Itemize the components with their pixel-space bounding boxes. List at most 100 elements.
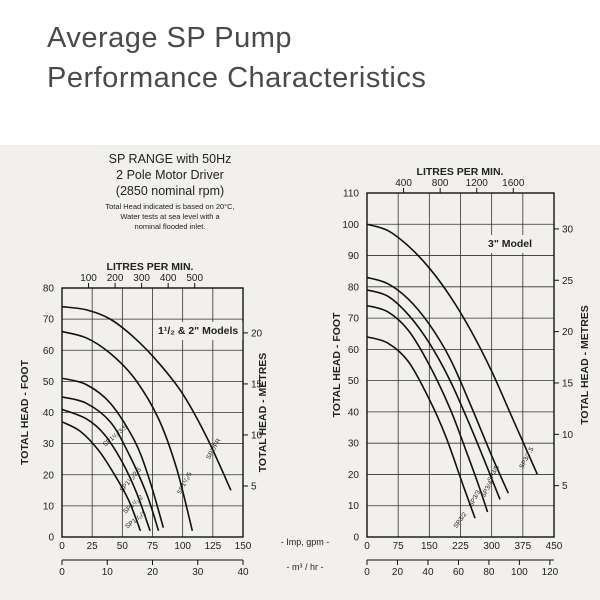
- top-axis-tick-label: 1600: [502, 178, 525, 189]
- right-axis-tick-label: 25: [562, 276, 574, 287]
- model-label-bg: [484, 235, 537, 253]
- y2-axis-title: TOTAL HEAD - METRES: [579, 305, 591, 425]
- chart-note-line-1: Total Head indicated is based on 20°C,: [105, 202, 234, 211]
- y-tick-label: 20: [43, 470, 55, 481]
- y-tick-label: 70: [348, 314, 360, 325]
- right-axis-tick-label: 20: [562, 327, 574, 338]
- x-tick-label: 150: [235, 541, 252, 552]
- x-tick-label: 50: [117, 541, 129, 552]
- chart-heading-line-2: 2 Pole Motor Driver: [116, 168, 224, 182]
- chart-panel: [0, 145, 600, 600]
- series-curve-sp3-7-5: [366, 223, 539, 475]
- top-axis-tick-label: 400: [160, 273, 177, 284]
- series-curve-sp1-5: [61, 330, 194, 531]
- x-tick-label: 0: [59, 541, 65, 552]
- y-tick-label: 60: [348, 345, 360, 356]
- m3-hr-axis-label: - m³ / hr -: [287, 562, 324, 572]
- y-tick-label: 0: [353, 533, 359, 544]
- x-tick-label: 375: [514, 541, 531, 552]
- y-tick-label: 90: [348, 251, 360, 262]
- right-chart: 0 75 150 225 300 375 4500102030405060708090100…: [331, 166, 591, 578]
- right-axis-tick-label: 10: [562, 430, 574, 441]
- x-tick-label: 450: [546, 541, 563, 552]
- m3-axis-tick-label: 10: [102, 567, 114, 578]
- y-tick-label: 50: [348, 376, 360, 387]
- x-tick-label: 0: [364, 541, 370, 552]
- x-tick-label: 75: [393, 541, 405, 552]
- m3-axis-tick-label: 40: [237, 567, 249, 578]
- right-axis-tick-label: 15: [562, 378, 574, 389]
- top-axis-tick-label: 300: [133, 273, 150, 284]
- chart-heading-line-3: (2850 nominal rpm): [116, 184, 224, 198]
- m3-axis-tick-label: 30: [192, 567, 204, 578]
- y-tick-label: 0: [48, 533, 54, 544]
- page-title-line-1: Average SP Pump: [47, 22, 293, 54]
- x-tick-label: 300: [483, 541, 500, 552]
- right-axis-tick-label: 10: [251, 430, 263, 441]
- top-axis-tick-label: 500: [186, 273, 203, 284]
- series-curve-sp1-2: [61, 408, 151, 532]
- top-axis-tick-label: 800: [432, 178, 449, 189]
- model-label: 3" Model: [488, 238, 532, 250]
- x-tick-label: 25: [87, 541, 99, 552]
- m3-axis-tick-label: 0: [364, 567, 370, 578]
- top-axis-title: LITRES PER MIN.: [417, 166, 504, 178]
- y-tick-label: 80: [43, 284, 55, 295]
- y-tick-label: 70: [43, 315, 55, 326]
- chart-heading-line-1: SP RANGE with 50Hz: [109, 152, 232, 166]
- m3-axis-tick-label: 80: [483, 567, 495, 578]
- right-axis-tick-label: 15: [251, 379, 263, 390]
- series-curve-sp3-4: [366, 289, 501, 500]
- y2-axis-title: TOTAL HEAD - METRES: [257, 353, 269, 473]
- y-tick-label: 40: [348, 407, 360, 418]
- y-tick-label: 40: [43, 408, 55, 419]
- series-curve-sp1-2-5: [61, 396, 160, 532]
- imp-gpm-axis-label: - Imp, gpm -: [281, 537, 330, 547]
- y-tick-label: 100: [342, 220, 359, 231]
- page-title-line-2: Performance Characteristics: [47, 62, 427, 94]
- y-axis-title: TOTAL HEAD - FOOT: [331, 312, 343, 418]
- top-axis-tick-label: 200: [107, 273, 124, 284]
- x-tick-label: 75: [147, 541, 159, 552]
- right-axis-tick-label: 5: [251, 481, 257, 492]
- y-tick-label: 10: [43, 501, 55, 512]
- y-tick-label: 50: [43, 377, 55, 388]
- right-axis-tick-label: 5: [562, 481, 568, 492]
- y-tick-label: 30: [43, 439, 55, 450]
- m3-axis-tick-label: 20: [147, 567, 159, 578]
- series-curve-sp2-fr: [61, 305, 232, 491]
- plot-frame: [61, 287, 244, 538]
- y-tick-label: 60: [43, 346, 55, 357]
- y-tick-label: 80: [348, 282, 360, 293]
- model-label-bg: [154, 322, 243, 340]
- chart-note-line-2: Water tests at sea level with a: [120, 212, 220, 221]
- m3-axis-tick-label: 100: [511, 567, 528, 578]
- x-tick-label: 150: [421, 541, 438, 552]
- series-curve-sp3-5: [366, 276, 510, 494]
- top-axis-tick-label: 100: [80, 273, 97, 284]
- top-axis-title: LITRES PER MIN.: [107, 261, 194, 273]
- chart-note-line-3: nominal flooded inlet.: [135, 222, 206, 231]
- m3-axis-tick-label: 60: [453, 567, 465, 578]
- m3-axis-tick-label: 120: [542, 567, 559, 578]
- m3-axis-tick-label: 40: [422, 567, 434, 578]
- x-tick-label: 100: [174, 541, 191, 552]
- m3-axis-tick-label: 0: [59, 567, 65, 578]
- plot-frame: [366, 192, 555, 538]
- page-title: Average SP Pump Performance Characterist…: [47, 18, 426, 98]
- y-tick-label: 20: [348, 470, 360, 481]
- y-tick-label: 30: [348, 439, 360, 450]
- top-axis-tick-label: 400: [395, 178, 412, 189]
- series-curve-sp3-2: [366, 336, 476, 519]
- y-tick-label: 110: [343, 189, 359, 200]
- x-tick-label: 125: [204, 541, 221, 552]
- top-axis-tick-label: 1200: [466, 178, 489, 189]
- model-label: 1¹/₂ & 2" Models: [158, 325, 238, 337]
- y-axis-title: TOTAL HEAD - FOOT: [19, 359, 31, 465]
- x-tick-label: 225: [452, 541, 469, 552]
- series-curve-sp3-3: [366, 304, 489, 513]
- m3-axis-tick-label: 20: [392, 567, 404, 578]
- right-axis-tick-label: 20: [251, 328, 263, 339]
